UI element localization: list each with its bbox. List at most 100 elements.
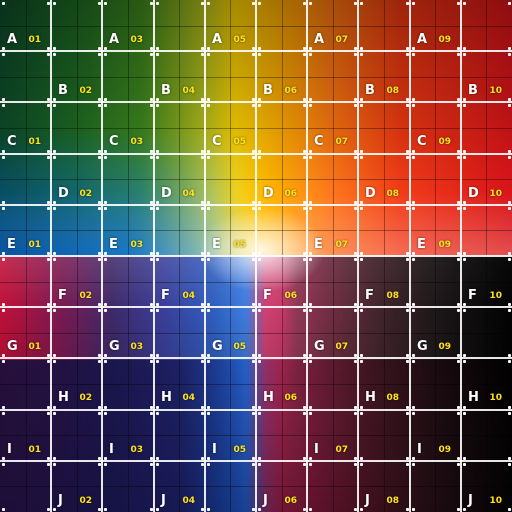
corner-marker	[156, 98, 159, 101]
corner-marker	[303, 258, 306, 261]
cell-column-number: 01	[28, 137, 41, 147]
cell-column-number: 05	[233, 35, 246, 45]
corner-marker	[150, 258, 153, 261]
corner-marker	[508, 406, 511, 409]
grid-cell: E 03	[102, 205, 153, 256]
cell-column-number: 04	[182, 189, 195, 199]
grid-cell: I 07	[307, 410, 358, 461]
corner-marker	[47, 309, 50, 312]
corner-marker	[201, 2, 204, 5]
corner-marker	[98, 98, 101, 101]
corner-marker	[150, 201, 153, 204]
corner-marker	[463, 53, 466, 56]
corner-marker	[309, 2, 312, 5]
corner-marker	[309, 53, 312, 56]
corner-marker	[406, 104, 409, 107]
cell-row-letter: C	[417, 134, 427, 149]
cell-row-letter: F	[161, 288, 170, 303]
main-grid-line-horizontal	[0, 357, 512, 359]
grid-cell: B 08	[358, 51, 409, 102]
corner-marker	[104, 309, 107, 312]
corner-marker	[53, 47, 56, 50]
corner-marker	[252, 47, 255, 50]
corner-marker	[53, 98, 56, 101]
corner-marker	[463, 207, 466, 210]
corner-marker	[258, 412, 261, 415]
corner-marker	[412, 207, 415, 210]
corner-marker	[201, 406, 204, 409]
corner-marker	[508, 354, 511, 357]
corner-marker	[53, 150, 56, 153]
corner-marker	[463, 98, 466, 101]
corner-marker	[53, 258, 56, 261]
corner-marker	[47, 258, 50, 261]
cell-row-letter: E	[109, 237, 118, 252]
corner-marker	[150, 354, 153, 357]
cell-column-number: 01	[28, 342, 41, 352]
corner-marker	[303, 406, 306, 409]
corner-marker	[2, 258, 5, 261]
corner-marker	[2, 98, 5, 101]
corner-marker	[47, 104, 50, 107]
corner-marker	[104, 2, 107, 5]
corner-marker	[463, 360, 466, 363]
corner-marker	[207, 303, 210, 306]
corner-marker	[156, 156, 159, 159]
corner-marker	[309, 150, 312, 153]
main-grid-line-horizontal	[0, 306, 512, 308]
corner-marker	[156, 354, 159, 357]
corner-marker	[360, 104, 363, 107]
corner-marker	[354, 354, 357, 357]
corner-marker	[98, 258, 101, 261]
corner-marker	[2, 201, 5, 204]
corner-marker	[354, 412, 357, 415]
corner-marker	[457, 303, 460, 306]
cell-row-letter: H	[263, 390, 274, 405]
corner-marker	[258, 406, 261, 409]
corner-marker	[354, 252, 357, 255]
corner-marker	[303, 201, 306, 204]
corner-marker	[47, 457, 50, 460]
cell-column-number: 03	[130, 35, 143, 45]
corner-marker	[463, 104, 466, 107]
cell-column-number: 05	[233, 445, 246, 455]
corner-marker	[258, 457, 261, 460]
cell-row-letter: A	[212, 32, 223, 47]
corner-marker	[2, 508, 5, 511]
corner-marker	[53, 406, 56, 409]
corner-marker	[2, 53, 5, 56]
corner-marker	[104, 406, 107, 409]
corner-marker	[360, 252, 363, 255]
corner-marker	[98, 360, 101, 363]
corner-marker	[258, 98, 261, 101]
main-grid-line-horizontal	[0, 409, 512, 411]
corner-marker	[156, 258, 159, 261]
cell-row-letter: A	[7, 32, 18, 47]
corner-marker	[207, 360, 210, 363]
grid-cell: D 04	[154, 154, 205, 205]
corner-marker	[104, 47, 107, 50]
corner-marker	[104, 201, 107, 204]
corner-marker	[2, 354, 5, 357]
grid-cell: F 06	[256, 256, 307, 307]
corner-marker	[98, 309, 101, 312]
corner-marker	[508, 412, 511, 415]
corner-marker	[457, 207, 460, 210]
corner-marker	[508, 258, 511, 261]
corner-marker	[360, 406, 363, 409]
corner-marker	[412, 258, 415, 261]
corner-marker	[201, 156, 204, 159]
corner-marker	[360, 508, 363, 511]
corner-marker	[354, 406, 357, 409]
corner-marker	[360, 258, 363, 261]
corner-marker	[252, 104, 255, 107]
corner-marker	[309, 412, 312, 415]
corner-marker	[354, 150, 357, 153]
corner-marker	[309, 457, 312, 460]
corner-marker	[354, 53, 357, 56]
corner-marker	[53, 2, 56, 5]
cell-row-letter: F	[468, 288, 477, 303]
corner-marker	[463, 508, 466, 511]
corner-marker	[258, 258, 261, 261]
